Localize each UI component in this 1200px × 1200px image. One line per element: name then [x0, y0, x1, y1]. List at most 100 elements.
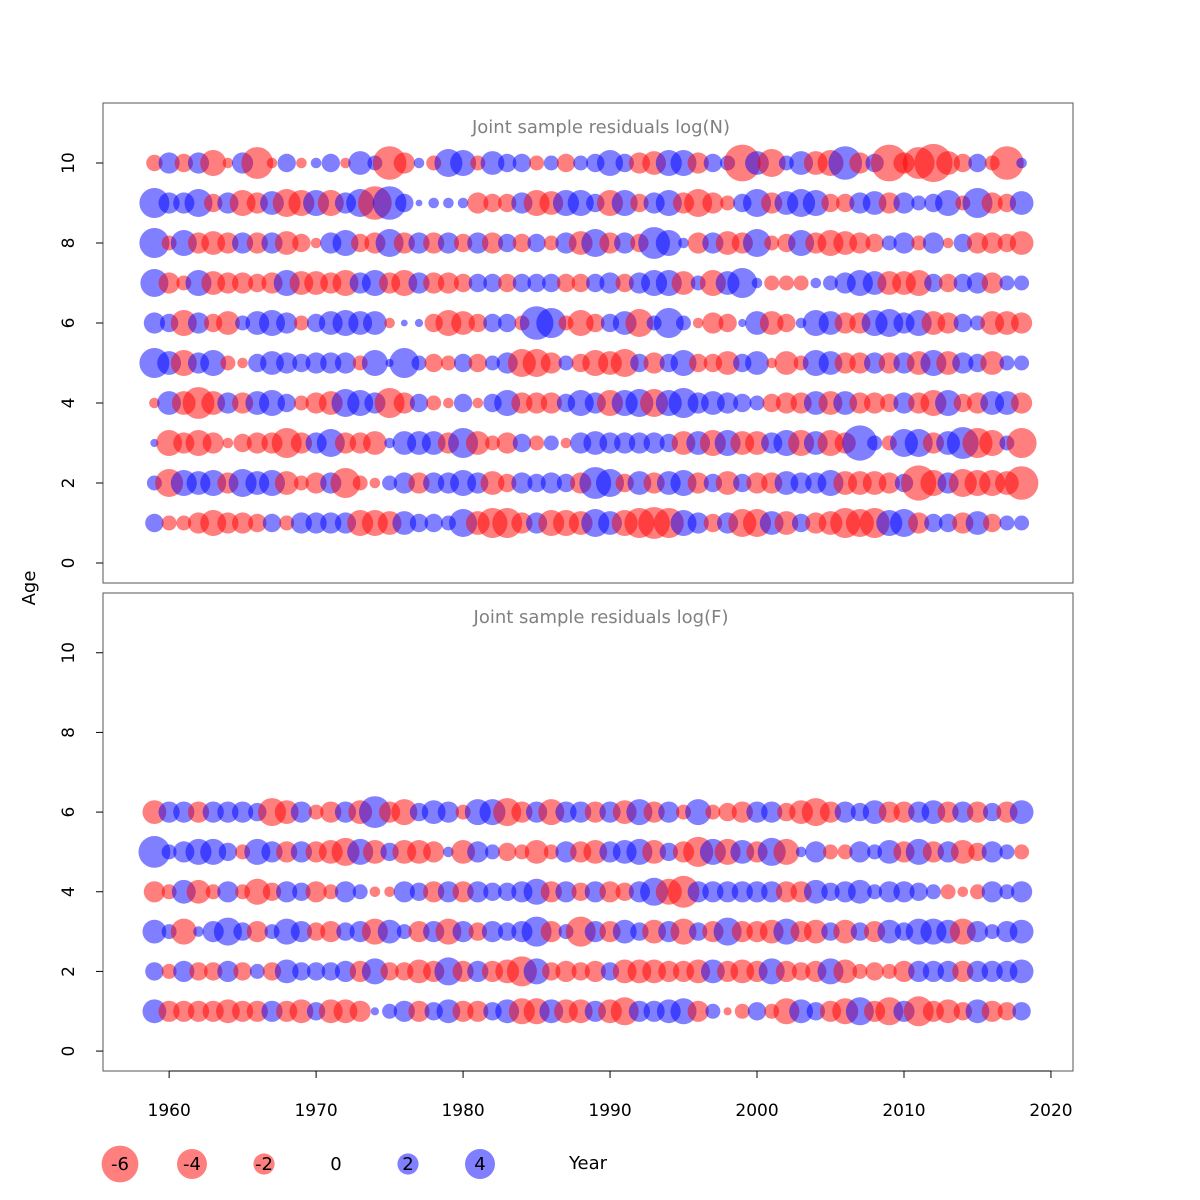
- x-tick-label: 2020: [1029, 1101, 1072, 1121]
- residual-bubble: [558, 355, 574, 371]
- residual-bubble: [498, 922, 517, 941]
- residual-bubble: [391, 799, 418, 826]
- residual-bubble: [670, 918, 697, 945]
- residual-bubble: [437, 232, 459, 254]
- residual-bubble: [468, 353, 487, 373]
- residual-bubble: [833, 959, 858, 984]
- residual-bubble: [443, 846, 454, 858]
- residual-bubble: [310, 237, 322, 249]
- residual-bubble: [277, 153, 296, 173]
- residual-bubble: [176, 515, 192, 531]
- residual-bubble: [261, 1000, 283, 1022]
- residual-bubble: [204, 962, 223, 981]
- residual-bubble: [908, 512, 930, 534]
- residual-bubble: [950, 840, 975, 864]
- legend-label: 2: [402, 1154, 413, 1175]
- residual-bubble: [984, 924, 1000, 940]
- residual-bubble: [687, 881, 709, 903]
- residual-bubble: [408, 921, 430, 943]
- residual-bubble: [867, 884, 883, 900]
- residual-bubble: [411, 355, 427, 371]
- residual-bubble: [1014, 355, 1030, 371]
- residual-bubble: [864, 392, 886, 414]
- residual-bubble: [848, 879, 872, 904]
- residual-bubble: [774, 351, 799, 375]
- legend-bubble: [397, 1153, 419, 1175]
- residual-bubble: [423, 472, 445, 494]
- legend-label: -2: [255, 1154, 273, 1175]
- residual-bubble: [332, 230, 359, 256]
- residual-bubble: [142, 919, 167, 944]
- residual-bubble: [512, 273, 532, 293]
- residual-bubble: [935, 390, 962, 416]
- residual-bubble: [1006, 428, 1037, 458]
- residual-bubble: [290, 921, 312, 943]
- residual-bubble: [966, 801, 989, 823]
- residual-bubble: [999, 884, 1015, 900]
- residual-bubble: [555, 801, 577, 823]
- residual-bubble: [218, 842, 238, 862]
- residual-bubble: [393, 392, 415, 414]
- residual-bubble: [689, 353, 708, 373]
- residual-bubble: [981, 272, 1003, 294]
- legend-label: 4: [474, 1154, 485, 1175]
- residual-bubble: [305, 512, 327, 534]
- residual-bubble: [457, 197, 469, 209]
- residual-bubble: [1014, 844, 1030, 860]
- residual-bubble: [791, 962, 811, 981]
- residual-bubble: [834, 352, 856, 374]
- residual-bubble: [187, 312, 210, 334]
- residual-bubble: [351, 233, 370, 253]
- residual-bubble: [981, 960, 1003, 983]
- residual-bubble: [936, 151, 960, 175]
- residual-bubble: [747, 1002, 767, 1021]
- residual-bubble: [685, 799, 712, 826]
- residual-bubble: [775, 881, 798, 903]
- residual-bubble: [715, 471, 740, 495]
- residual-bubble: [400, 319, 408, 327]
- residual-bubble: [865, 962, 884, 981]
- residual-bubble: [437, 272, 459, 294]
- residual-bubble: [202, 801, 224, 823]
- residual-bubble: [187, 801, 210, 823]
- residual-bubble: [467, 841, 489, 863]
- residual-bubble: [306, 922, 326, 941]
- residual-bubble: [614, 232, 636, 254]
- residual-bubble: [849, 392, 871, 414]
- residual-bubble: [953, 393, 972, 413]
- residual-bubble: [293, 395, 309, 411]
- residual-bubble: [467, 960, 489, 983]
- residual-bubble: [143, 881, 165, 903]
- residual-bubble: [187, 1000, 210, 1022]
- residual-bubble: [970, 884, 985, 900]
- residual-bubble: [274, 231, 299, 255]
- residual-bubble: [966, 921, 989, 943]
- residual-bubble: [938, 273, 958, 293]
- residual-bubble: [893, 192, 915, 214]
- residual-bubble: [467, 881, 489, 903]
- residual-bubble: [480, 471, 505, 495]
- residual-bubble: [217, 881, 239, 903]
- residual-bubble: [762, 393, 781, 413]
- residual-bubble: [952, 352, 974, 374]
- residual-bubble: [937, 801, 959, 823]
- residual-bubble: [363, 431, 387, 455]
- residual-bubble: [556, 273, 576, 293]
- residual-bubble: [408, 232, 430, 254]
- residual-bubble: [953, 313, 972, 333]
- residual-bubble: [878, 192, 900, 214]
- residual-bubble: [205, 884, 221, 900]
- residual-bubble: [276, 881, 298, 903]
- residual-bubble: [481, 921, 504, 943]
- residual-bubble: [556, 473, 576, 493]
- residual-bubble: [369, 886, 381, 898]
- residual-bubble: [511, 392, 533, 414]
- residual-bubble: [423, 232, 445, 254]
- panel-log-f-bubbles: [138, 796, 1034, 1027]
- residual-bubble: [542, 273, 561, 293]
- x-tick-label: 1970: [294, 1101, 337, 1121]
- residual-bubble: [293, 475, 309, 491]
- x-tick-label: 2000: [735, 1101, 778, 1121]
- residual-bubble: [1012, 1002, 1031, 1021]
- residual-bubble: [414, 318, 424, 328]
